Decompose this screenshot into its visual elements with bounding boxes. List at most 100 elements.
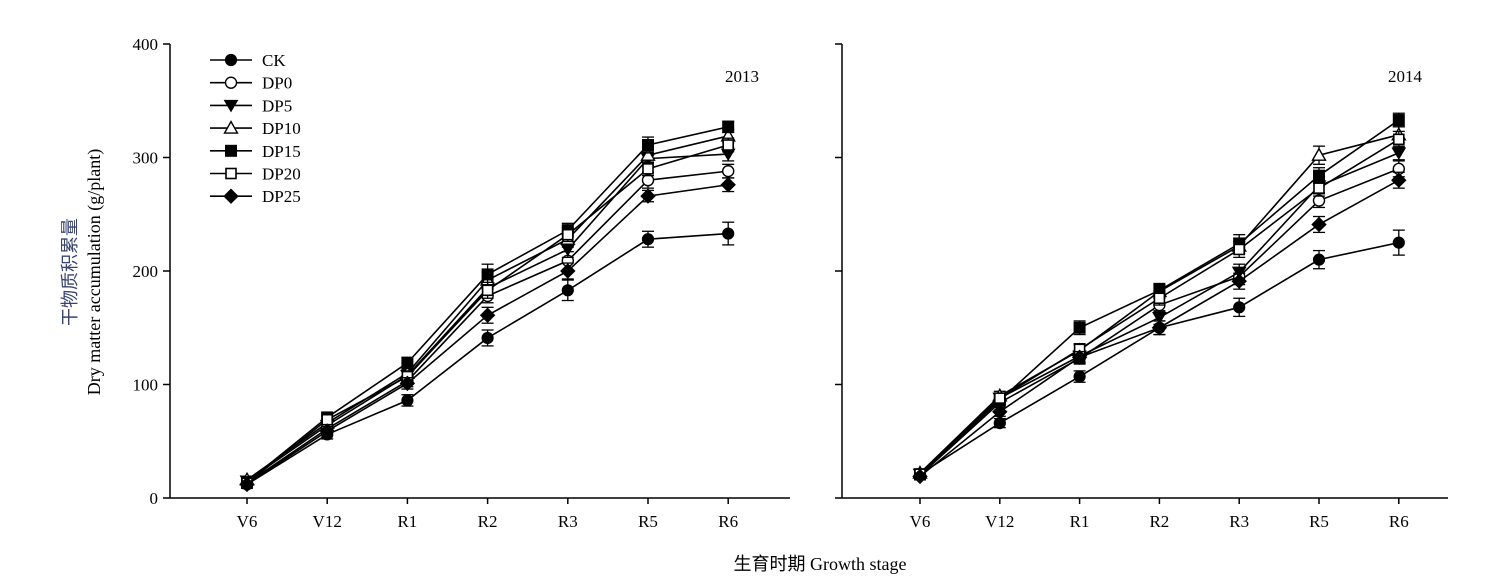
data-point bbox=[641, 173, 655, 187]
x-axis-title: 生育时期 Growth stage bbox=[734, 554, 907, 574]
data-point bbox=[912, 468, 928, 485]
data-point bbox=[1231, 273, 1247, 289]
x-tick-label: R5 bbox=[638, 512, 658, 531]
data-point bbox=[481, 268, 494, 281]
legend-marker bbox=[225, 144, 237, 157]
data-point bbox=[1313, 169, 1325, 182]
legend-marker bbox=[223, 99, 239, 113]
x-tick-label: R2 bbox=[1149, 512, 1169, 531]
data-point bbox=[642, 139, 654, 152]
data-point bbox=[1151, 320, 1168, 336]
series-line bbox=[919, 241, 1399, 475]
legend-item-dp0: DP0 bbox=[210, 74, 292, 93]
legend-marker bbox=[224, 76, 238, 89]
y-axis-title: Dry matter accumulation (g/plant) bbox=[84, 149, 105, 395]
x-tick-label: V6 bbox=[237, 512, 258, 531]
x-tick-label: R3 bbox=[558, 512, 578, 531]
data-point bbox=[1073, 370, 1086, 383]
data-point bbox=[1311, 147, 1327, 161]
x-tick-label: R1 bbox=[397, 512, 417, 531]
data-point bbox=[1312, 194, 1326, 207]
x-tick-label: V12 bbox=[313, 512, 342, 531]
y-tick-label: 100 bbox=[133, 376, 159, 395]
x-tick-label: V6 bbox=[910, 512, 931, 531]
series-dp20 bbox=[914, 130, 1405, 480]
data-point bbox=[401, 356, 414, 369]
chart-panel-2013: 0 100 200 300 400 V6 V12 R1 R2 R3 R5 R6 2013 bbox=[133, 35, 790, 531]
legend-label: DP20 bbox=[262, 165, 301, 184]
data-point bbox=[720, 177, 736, 193]
y-tick-label: 400 bbox=[133, 35, 159, 54]
data-point bbox=[1152, 312, 1167, 325]
data-point bbox=[1233, 301, 1246, 314]
legend-marker bbox=[225, 167, 237, 180]
data-point bbox=[640, 147, 656, 161]
y-tick-label: 200 bbox=[133, 262, 159, 281]
data-point bbox=[1153, 292, 1166, 305]
data-point bbox=[992, 404, 1008, 420]
legend: CK DP0 DP5 DP10 DP15 DP20 DP25 bbox=[210, 51, 301, 206]
data-point bbox=[319, 423, 335, 439]
legend-item-dp25: DP25 bbox=[210, 187, 301, 206]
data-point bbox=[481, 331, 494, 345]
data-point bbox=[1233, 243, 1245, 256]
series-dp25 bbox=[912, 171, 1407, 485]
data-point bbox=[641, 233, 655, 246]
series-dp25 bbox=[239, 177, 736, 493]
data-point bbox=[561, 228, 574, 241]
legend-marker bbox=[223, 120, 239, 134]
legend-marker bbox=[224, 53, 238, 67]
data-point bbox=[1071, 349, 1088, 365]
legend-item-dp10: DP10 bbox=[210, 119, 301, 138]
data-point bbox=[1073, 321, 1086, 334]
legend-marker bbox=[223, 188, 239, 204]
x-tick-label: R6 bbox=[1389, 512, 1409, 531]
data-point bbox=[1311, 216, 1327, 233]
y-axis-title-chinese: 干物质积累量 bbox=[60, 218, 80, 326]
data-point bbox=[993, 392, 1006, 404]
y-tick-label: 0 bbox=[150, 489, 159, 508]
data-point bbox=[722, 139, 735, 151]
year-label: 2013 bbox=[725, 67, 759, 86]
year-label: 2014 bbox=[1388, 67, 1423, 86]
data-point bbox=[1391, 147, 1407, 160]
data-point bbox=[1391, 172, 1407, 188]
x-tick-label: R2 bbox=[478, 512, 498, 531]
data-point bbox=[1312, 253, 1326, 266]
legend-label: DP15 bbox=[262, 142, 301, 161]
legend-item-dp15: DP15 bbox=[210, 142, 301, 161]
data-point bbox=[479, 307, 496, 323]
legend-label: DP10 bbox=[262, 119, 301, 138]
chart-panel-2014: V6 V12 R1 R2 R3 R5 R6 2014 bbox=[835, 43, 1448, 531]
data-point bbox=[239, 476, 255, 493]
legend-item-dp5: DP5 bbox=[210, 96, 292, 115]
data-point bbox=[401, 394, 414, 407]
series-ck bbox=[913, 229, 1405, 481]
legend-label: DP25 bbox=[262, 187, 301, 206]
legend-label: DP0 bbox=[262, 74, 292, 93]
data-point bbox=[560, 263, 576, 279]
x-tick-label: R3 bbox=[1229, 512, 1249, 531]
legend-item-dp20: DP20 bbox=[210, 165, 301, 184]
data-point bbox=[722, 164, 735, 178]
y-tick-label: 300 bbox=[133, 149, 159, 168]
data-point bbox=[1393, 133, 1405, 146]
legend-label: CK bbox=[262, 51, 286, 70]
data-point bbox=[321, 413, 334, 426]
data-point bbox=[399, 375, 416, 392]
legend-label: DP5 bbox=[262, 96, 292, 115]
series-ck bbox=[240, 221, 735, 491]
data-point bbox=[642, 163, 654, 175]
data-point bbox=[722, 227, 735, 240]
x-tick-label: R1 bbox=[1070, 512, 1090, 531]
x-tick-label: R6 bbox=[718, 512, 738, 531]
x-tick-label: V12 bbox=[985, 512, 1014, 531]
data-point bbox=[561, 284, 574, 297]
data-point bbox=[640, 188, 656, 204]
data-point bbox=[1392, 236, 1405, 249]
data-point bbox=[722, 120, 735, 133]
legend-item-ck: CK bbox=[210, 51, 286, 70]
x-tick-label: R5 bbox=[1309, 512, 1329, 531]
data-point bbox=[1313, 182, 1325, 194]
